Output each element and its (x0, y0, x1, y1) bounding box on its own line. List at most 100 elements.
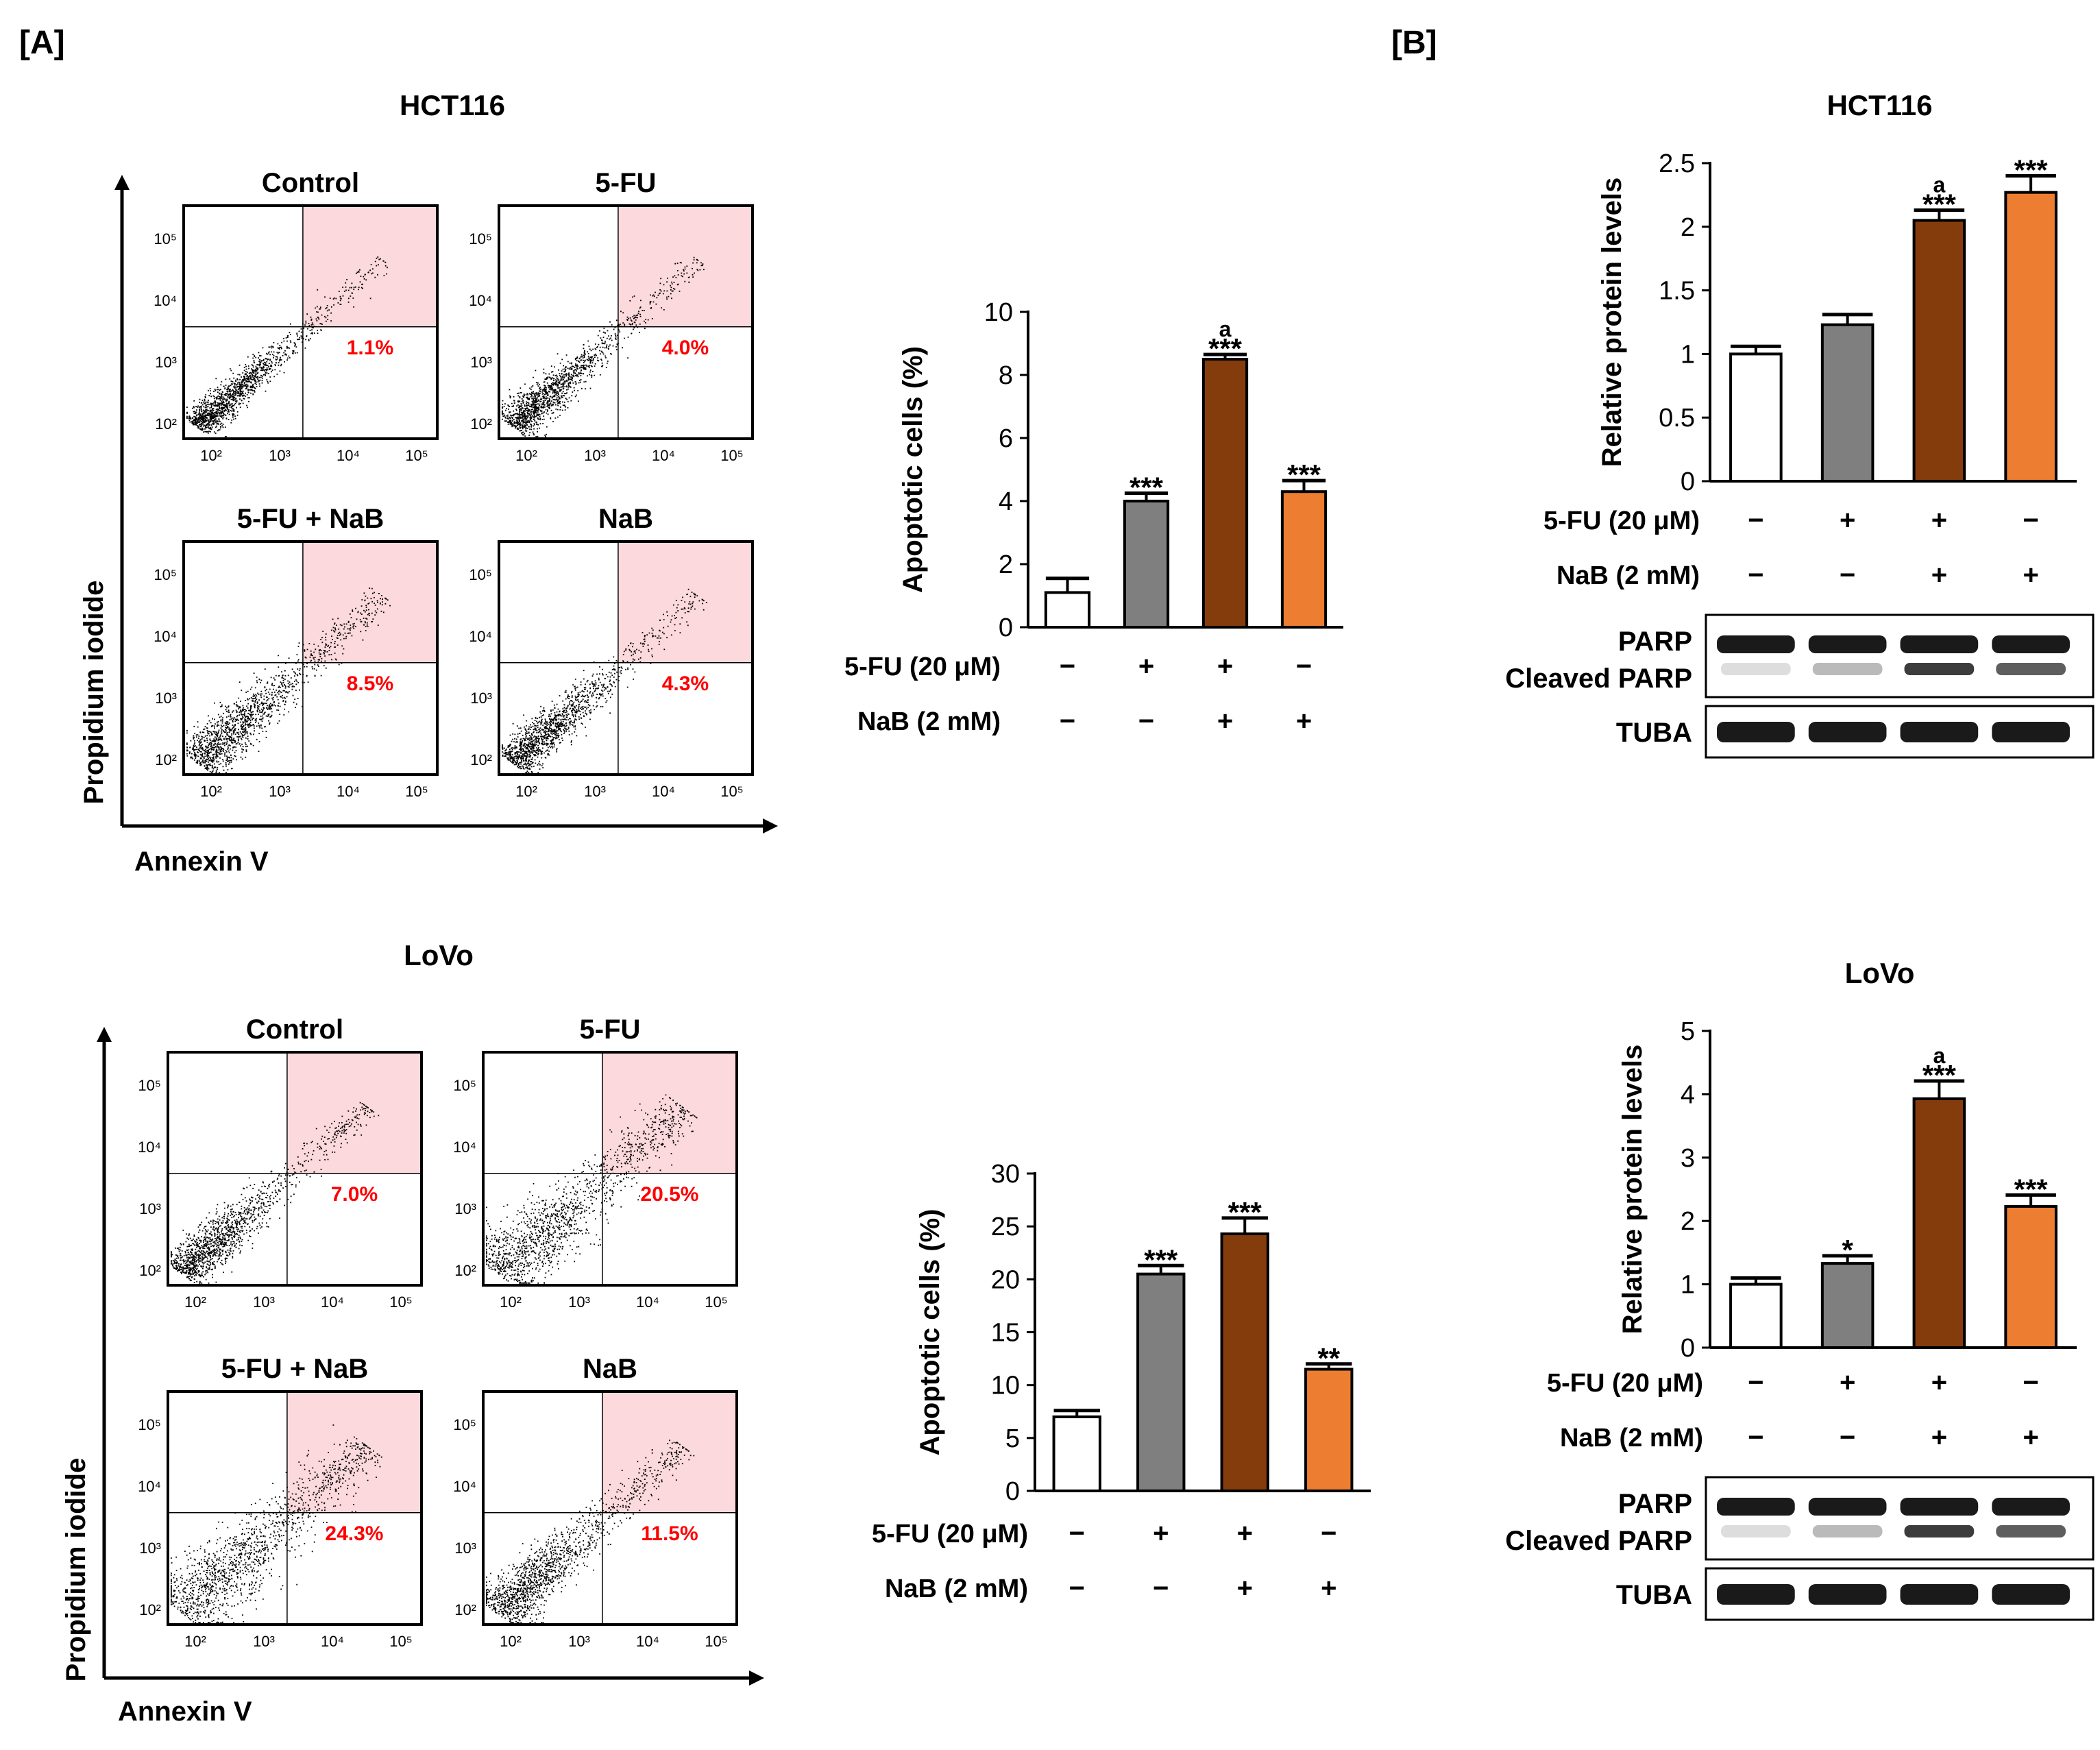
y-tick-label: 10⁴ (469, 628, 492, 645)
bar (1136, 1272, 1186, 1493)
x-tick-label: 10⁵ (705, 1293, 728, 1311)
treatment-sign: − (1748, 1422, 1763, 1453)
significance-marker: *** (2014, 154, 2049, 186)
propidium-iodide-label: Propidium iodide (79, 581, 109, 805)
x-tick-label: 10² (200, 783, 222, 800)
flow-plot-frame (167, 1390, 423, 1626)
y-tick-label: 10³ (155, 354, 177, 371)
y-tick-label: 10⁴ (138, 1139, 161, 1156)
parp-band (1808, 635, 1887, 653)
x-tick-label: 10⁵ (389, 1633, 413, 1650)
treatment-sign: − (1060, 706, 1075, 736)
treatment-sign: − (1069, 1573, 1085, 1603)
flow-cell-line-title: LoVo (404, 939, 474, 971)
y-tick-label: 10⁴ (138, 1478, 161, 1495)
y-tick-label: 10⁵ (154, 230, 177, 247)
y-tick-label: 10³ (139, 1540, 161, 1557)
treatment-sign: − (1748, 1368, 1763, 1398)
apoptotic-percent: 1.1% (347, 337, 393, 359)
blot-frame-parp (1705, 613, 2095, 698)
flow-plot: 5-FU 20.5% 10² 10² 10³ 10³ 10⁴ 10⁴ 10⁵ 10⁵ (453, 1014, 738, 1311)
parp-band (1992, 635, 2070, 653)
band-label-parp: PARP (1618, 1489, 1692, 1519)
flow-plot-frame (182, 540, 439, 776)
y-tick-label: 1 (1681, 1271, 1695, 1300)
y-tick-label: 10³ (454, 1200, 476, 1217)
row-label-5fu: 5-FU (20 μM) (872, 1520, 1028, 1548)
treatment-sign: − (2023, 1368, 2038, 1398)
treatment-sign: + (1217, 706, 1233, 736)
y-tick-label: 8 (999, 361, 1013, 390)
cleaved-parp-band (1996, 1525, 2066, 1538)
bar (1820, 323, 1875, 483)
treatment-sign: − (1296, 651, 1312, 681)
x-tick-label: 10⁴ (321, 1293, 344, 1311)
y-tick-label: 10 (991, 1372, 1020, 1400)
y-tick-label: 10³ (470, 354, 492, 371)
significance-marker: *** (2014, 1173, 2049, 1205)
significance-marker: *** (1144, 1243, 1178, 1276)
tuba-band (1992, 1584, 2070, 1605)
row-label-nab: NaB (2 mM) (1560, 1424, 1703, 1453)
x-tick-label: 10⁴ (321, 1633, 344, 1650)
flow-event-dots (171, 1102, 380, 1284)
y-tick-label: 10² (155, 415, 177, 433)
y-tick-label: 10³ (139, 1200, 161, 1217)
x-tick-label: 10² (500, 1633, 522, 1650)
y-tick-label: 5 (1005, 1424, 1020, 1453)
x-tick-label: 10⁵ (405, 783, 428, 800)
annexin-v-label: Annexin V (134, 847, 269, 877)
bar (1220, 1232, 1269, 1492)
apoptotic-percent: 4.0% (662, 337, 709, 359)
annexin-v-label: Annexin V (118, 1697, 252, 1727)
y-tick-label: 2.5 (1659, 149, 1695, 178)
y-axis-arrowhead (114, 175, 130, 190)
bar (1123, 500, 1170, 629)
y-axis-label: Apoptotic cells (%) (915, 1208, 945, 1455)
propidium-iodide-label: Propidium iodide (61, 1458, 91, 1682)
y-tick-label: 1 (1681, 340, 1695, 369)
y-tick-label: 5 (1681, 1017, 1695, 1046)
x-tick-label: 10³ (584, 783, 606, 800)
apoptotic-percent: 24.3% (325, 1522, 383, 1545)
bar (1912, 1097, 1966, 1350)
cleaved-parp-band (1812, 1525, 1883, 1538)
flow-plot-frame (498, 204, 754, 440)
apoptotic-percent: 8.5% (347, 672, 393, 695)
cleaved-parp-band (1904, 663, 1975, 675)
tuba-band (1900, 1584, 1979, 1605)
treatment-sign: + (2023, 1422, 2038, 1453)
y-tick-label: 10⁵ (469, 230, 492, 247)
parp-band (1808, 1498, 1887, 1516)
tuba-band (1717, 722, 1795, 742)
bar (2004, 191, 2058, 483)
treatment-sign: + (1931, 560, 1947, 590)
x-tick-label: 10⁵ (705, 1633, 728, 1650)
flow-plot-frame (167, 1051, 423, 1287)
x-tick-label: 10² (515, 447, 537, 464)
tuba-band (1900, 722, 1979, 742)
y-tick-label: 15 (991, 1319, 1020, 1348)
y-axis-label: Apoptotic cells (%) (898, 346, 928, 593)
y-tick-label: 10⁵ (138, 1077, 161, 1094)
y-tick-label: 6 (999, 424, 1013, 453)
x-tick-label: 10² (184, 1633, 206, 1650)
significance-marker: *** (1287, 459, 1321, 491)
treatment-sign: + (2023, 560, 2038, 590)
flow-plot: 5-FU + NaB 8.5% 10² 10² 10³ 10³ 10⁴ 10⁴ 10⁵ 10⁵ (154, 504, 439, 800)
apoptotic-percent: 7.0% (331, 1183, 378, 1206)
treatment-sign: + (1321, 1573, 1336, 1603)
band-label-cleaved-parp: Cleaved PARP (1505, 664, 1692, 694)
y-tick-label: 10⁴ (469, 292, 492, 309)
significance-marker: * (1842, 1234, 1853, 1266)
row-label-nab: NaB (2 mM) (1556, 561, 1700, 590)
significance-marker: *** (1228, 1196, 1262, 1228)
y-axis-arrowhead (97, 1027, 112, 1042)
row-label-5fu: 5-FU (20 μM) (844, 653, 1001, 681)
flow-block-hct116: HCT116 Propidium iodide Annexin V Control 1.… (79, 89, 778, 877)
flow-plot: Control 7.0% 10² 10² 10³ 10³ 10⁴ 10⁴ 10⁵ 10⁵ (138, 1014, 423, 1311)
apoptotic-percent: 20.5% (640, 1183, 698, 1206)
cleaved-parp-band (1904, 1525, 1975, 1538)
y-tick-label: 10³ (470, 690, 492, 707)
